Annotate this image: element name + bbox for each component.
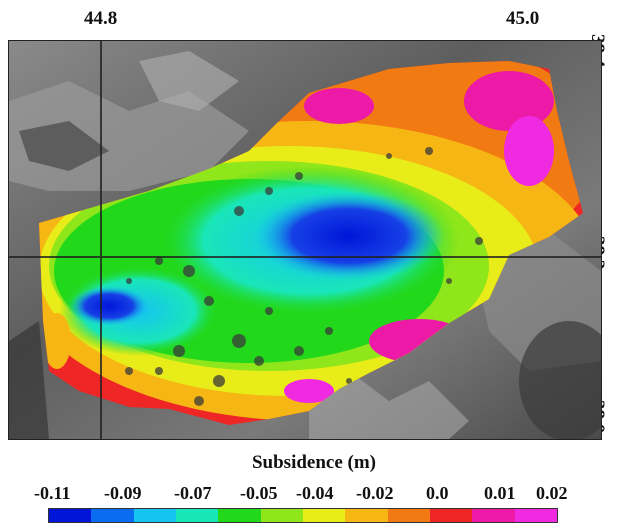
colorbar-segment [429, 509, 473, 522]
colorbar-segment [387, 509, 430, 522]
colorbar-segment [472, 509, 515, 522]
colorbar-tick: -0.02 [356, 483, 394, 503]
subsidence-map [8, 40, 602, 440]
colorbar [48, 508, 558, 523]
longitude-label-44-8: 44.8 [84, 8, 118, 29]
colorbar-tick: -0.11 [34, 483, 71, 503]
colorbar-tick: -0.05 [240, 483, 278, 503]
colorbar-tick: 0.0 [426, 483, 449, 503]
subsidence-overlay [39, 61, 583, 425]
colorbar-segment [175, 509, 219, 522]
colorbar-segment [91, 509, 134, 522]
colorbar-tick: -0.04 [296, 483, 334, 503]
colorbar-tick: -0.09 [104, 483, 142, 503]
colorbar-segment [302, 509, 346, 522]
colorbar-tick: 0.01 [484, 483, 516, 503]
colorbar-segment [218, 509, 261, 522]
colorbar-segment [345, 509, 388, 522]
colorbar-title: Subsidence (m) [251, 452, 377, 473]
longitude-label-45-0: 45.0 [506, 8, 540, 29]
colorbar-segment [514, 509, 557, 522]
colorbar-segment [49, 509, 92, 522]
graticule [9, 41, 601, 439]
colorbar-tick: 0.02 [536, 483, 568, 503]
colorbar-tick: -0.07 [174, 483, 212, 503]
colorbar-segment [133, 509, 176, 522]
colorbar-segment [260, 509, 303, 522]
